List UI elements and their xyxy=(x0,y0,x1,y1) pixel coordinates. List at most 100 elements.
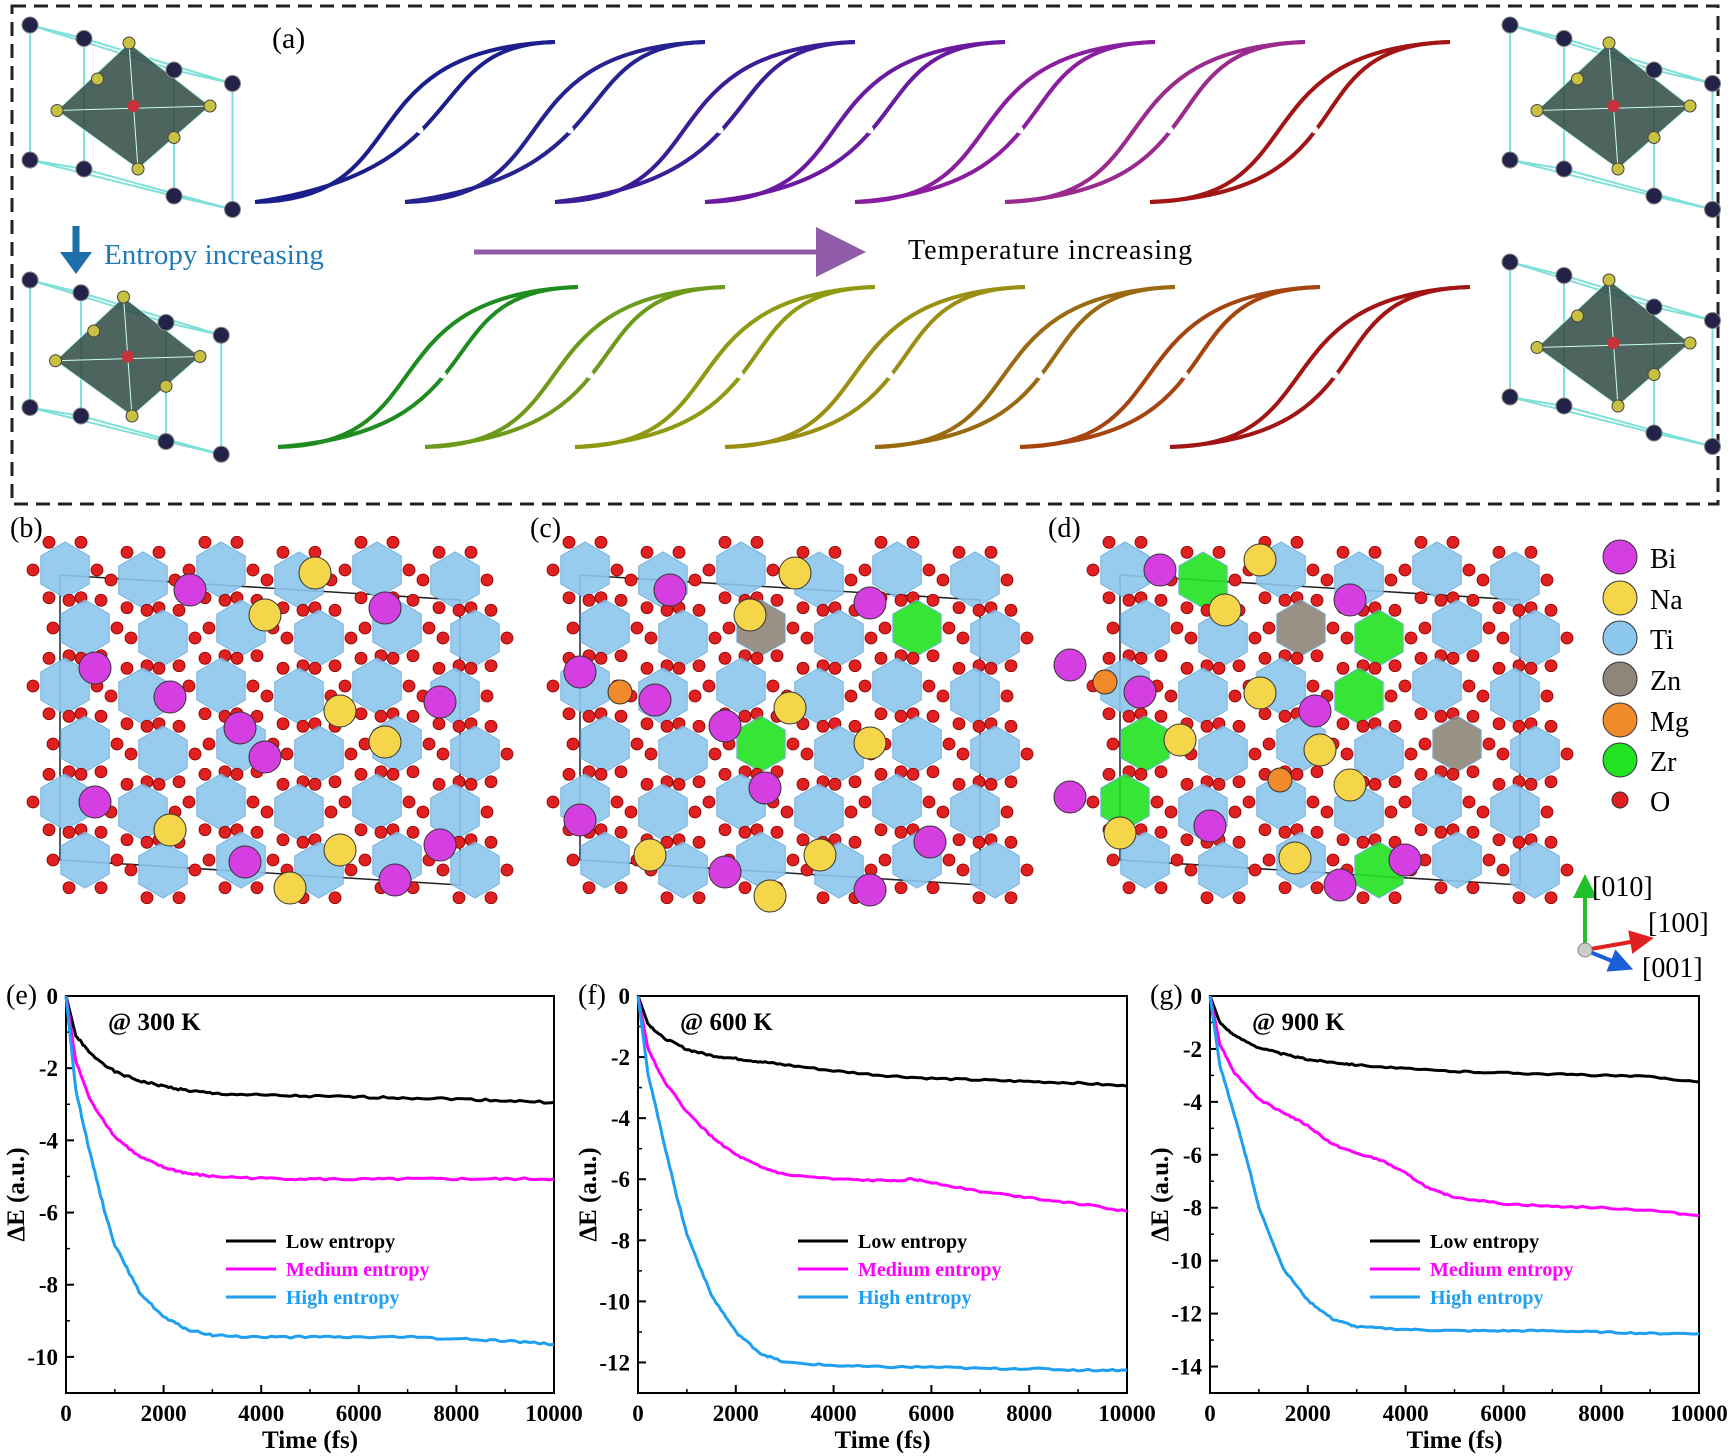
y-tick-label: -8 xyxy=(611,1228,630,1253)
y-axis-label: ΔE (a.u.) xyxy=(575,1147,602,1241)
temperature-annotation: @ 900 K xyxy=(1252,1009,1345,1036)
series-line-low-entropy xyxy=(1208,995,1700,1084)
axis-100-label: [100] xyxy=(1648,908,1709,939)
legend-ti: Ti xyxy=(1602,620,1674,656)
temperature-increasing-text: Temperature increasing xyxy=(908,235,1193,266)
temperature-annotation: @ 600 K xyxy=(680,1009,773,1036)
series-line-medium-entropy xyxy=(636,995,1128,1213)
hysteresis-loop-top-2 xyxy=(404,40,706,204)
y-tick-label: -6 xyxy=(39,1201,58,1226)
x-tick-label: 0 xyxy=(1204,1401,1216,1426)
y-tick-label: -2 xyxy=(611,1045,630,1070)
panel-label: (f) xyxy=(578,980,606,1011)
panel-a-dashed-frame xyxy=(10,4,1720,506)
y-tick-label: 0 xyxy=(47,984,59,1009)
hysteresis-loop-top-1 xyxy=(254,40,556,204)
x-tick-label: 6000 xyxy=(1480,1401,1526,1426)
svg-text:Zr: Zr xyxy=(1650,747,1677,778)
hysteresis-loop-bottom-2 xyxy=(424,285,726,449)
panel-structures: (b) (c) (d) Bi Na Ti Zn Mg Zr O [010] [1… xyxy=(10,513,1709,984)
series-line-high-entropy xyxy=(1208,995,1700,1336)
y-tick-label: -2 xyxy=(1183,1037,1202,1062)
element-legend: Bi Na Ti Zn Mg Zr O xyxy=(1602,539,1689,818)
legend-label: High entropy xyxy=(858,1287,972,1309)
y-tick-label: -4 xyxy=(611,1106,631,1131)
unit-cell-high-temperature xyxy=(1501,253,1721,455)
panel-a-label: (a) xyxy=(272,22,305,55)
x-axis-label: Time (fs) xyxy=(262,1427,358,1454)
panel-d-label: (d) xyxy=(1048,513,1081,544)
legend-zn: Zn xyxy=(1602,661,1681,697)
legend-label: Medium entropy xyxy=(858,1259,1002,1281)
legend-na: Na xyxy=(1602,580,1683,616)
y-tick-label: -12 xyxy=(1171,1302,1202,1327)
series-line-low-entropy xyxy=(636,995,1128,1088)
svg-text:Ti: Ti xyxy=(1650,625,1674,656)
x-tick-label: 6000 xyxy=(908,1401,954,1426)
x-axis-label: Time (fs) xyxy=(1406,1427,1502,1454)
chart-e: 0 2000 4000 6000 8000 10000 0 -2 -4 -6 -8 -10 Time (… xyxy=(3,980,583,1454)
svg-text:Bi: Bi xyxy=(1650,544,1677,575)
hysteresis-loop-bottom-7 xyxy=(1169,285,1471,449)
y-tick-label: 0 xyxy=(619,984,631,1009)
chart-g: 0 2000 4000 6000 8000 10000 0 -2 -4 -6 -8 -10 -12 -14… xyxy=(1147,980,1728,1454)
x-tick-label: 2000 xyxy=(141,1401,187,1426)
series-line-high-entropy xyxy=(64,995,555,1347)
x-tick-label: 4000 xyxy=(238,1401,284,1426)
panel-label: (e) xyxy=(6,980,37,1011)
x-tick-label: 8000 xyxy=(433,1401,479,1426)
series-line-high-entropy xyxy=(636,995,1128,1373)
hysteresis-loop-bottom-6 xyxy=(1019,285,1321,449)
y-axis-label: ΔE (a.u.) xyxy=(1147,1147,1174,1241)
legend-zr: Zr xyxy=(1602,742,1677,778)
axis-001-label: [001] xyxy=(1642,953,1703,984)
x-tick-label: 8000 xyxy=(1006,1401,1052,1426)
y-tick-label: 0 xyxy=(1191,984,1203,1009)
axis-100-arrow-icon xyxy=(1584,930,1654,954)
hysteresis-loop-bottom-3 xyxy=(574,285,876,449)
panel-label: (g) xyxy=(1150,980,1183,1011)
hysteresis-loop-bottom-1 xyxy=(277,285,579,449)
plot-frame xyxy=(65,995,555,1394)
panel-c-label: (c) xyxy=(530,513,561,544)
x-tick-label: 10000 xyxy=(1098,1401,1156,1426)
series-line-medium-entropy xyxy=(64,995,555,1182)
energy-charts: 0 2000 4000 6000 8000 10000 0 -2 -4 -6 -8 -10 Time (… xyxy=(3,980,1728,1454)
hysteresis-loop-top-5 xyxy=(854,40,1156,204)
crystal-axes-triad: [010] [100] [001] xyxy=(1573,872,1709,984)
y-tick-label: -4 xyxy=(39,1128,59,1153)
panel-b-label: (b) xyxy=(10,513,43,544)
legend-label: Medium entropy xyxy=(1430,1259,1574,1281)
hysteresis-loop-bottom-4 xyxy=(724,285,1026,449)
svg-text:Mg: Mg xyxy=(1650,707,1689,738)
x-tick-label: 4000 xyxy=(811,1401,857,1426)
series-line-low-entropy xyxy=(64,995,555,1105)
hysteresis-loops-top-row xyxy=(254,40,1451,204)
x-tick-label: 6000 xyxy=(336,1401,382,1426)
x-tick-label: 8000 xyxy=(1578,1401,1624,1426)
crystal-structure-high-entropy xyxy=(1053,535,1574,905)
y-tick-label: -14 xyxy=(1171,1355,1202,1380)
y-tick-label: -12 xyxy=(599,1350,630,1375)
legend-label: High entropy xyxy=(286,1287,400,1309)
temperature-annotation: @ 300 K xyxy=(108,1009,201,1036)
x-tick-label: 0 xyxy=(60,1401,72,1426)
x-tick-label: 2000 xyxy=(1285,1401,1331,1426)
svg-text:Na: Na xyxy=(1650,585,1683,616)
crystal-structure-low-entropy xyxy=(26,535,514,905)
svg-text:Zn: Zn xyxy=(1650,666,1681,697)
x-tick-label: 4000 xyxy=(1383,1401,1429,1426)
panel-a: (a) Entropy increasing Temperature incre… xyxy=(10,4,1721,506)
hysteresis-loop-top-6 xyxy=(1004,40,1306,204)
x-tick-label: 10000 xyxy=(1670,1401,1728,1426)
legend-o: O xyxy=(1611,787,1670,818)
legend-label: Low entropy xyxy=(1430,1231,1539,1253)
y-tick-label: -10 xyxy=(599,1289,630,1314)
legend-label: Low entropy xyxy=(858,1231,967,1253)
y-tick-label: -2 xyxy=(39,1056,58,1081)
svg-text:O: O xyxy=(1650,787,1670,818)
hysteresis-loop-top-7 xyxy=(1149,40,1451,204)
x-tick-label: 0 xyxy=(632,1401,644,1426)
hysteresis-loop-top-4 xyxy=(704,40,1006,204)
